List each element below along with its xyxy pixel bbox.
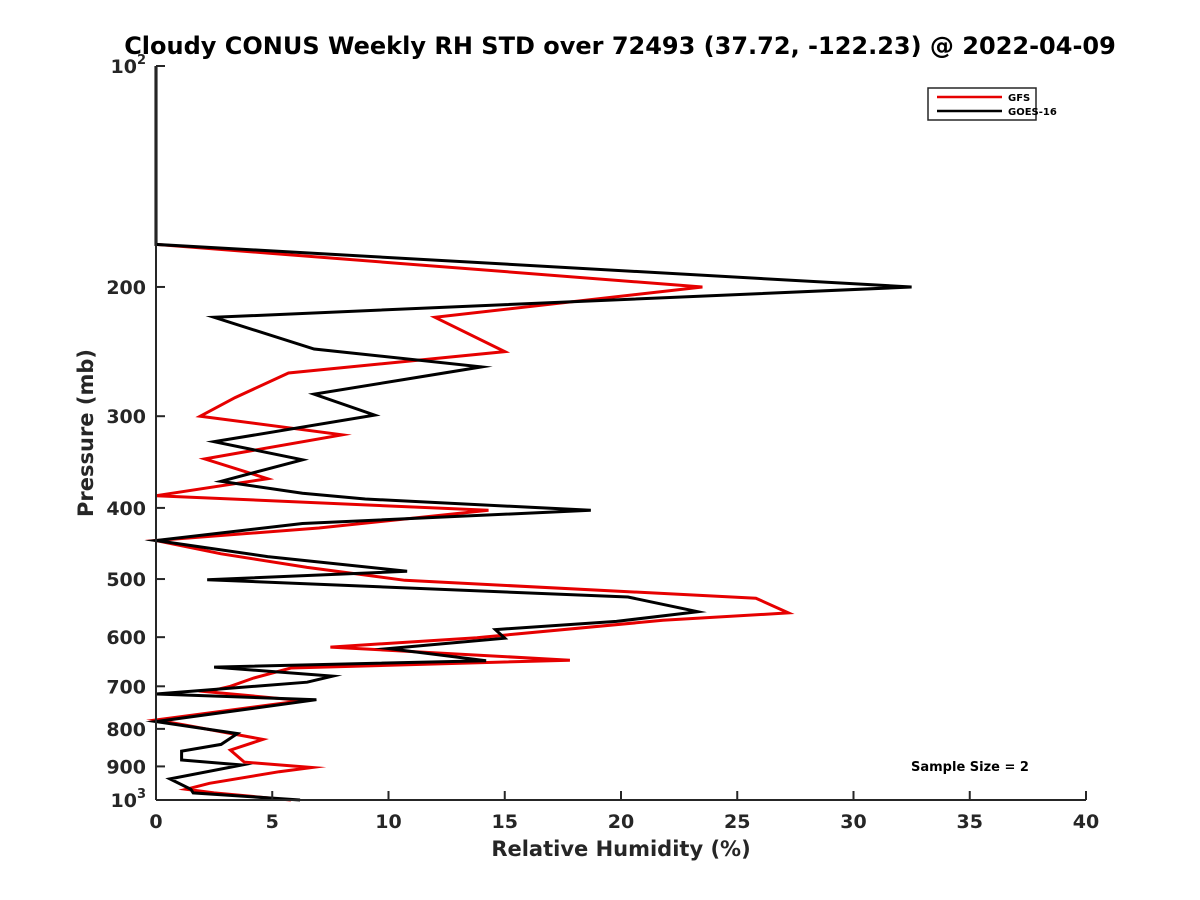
legend-label-gfs: GFS [1008, 93, 1030, 104]
x-axis-ticks: 0 5 10 15 20 25 30 35 40 [149, 791, 1099, 833]
x-axis-label: Relative Humidity (%) [491, 837, 750, 861]
series-line-gfs [145, 66, 795, 802]
series-layer [144, 66, 912, 802]
y-tick-label: 800 [106, 719, 146, 741]
y-tick-label: 600 [106, 627, 146, 649]
y-tick-label: 500 [106, 569, 146, 591]
plot-area: 0 5 10 15 20 25 30 35 40 102 200 300 400 500 600 700 80… [106, 53, 1099, 833]
y-tick-label: 400 [106, 498, 146, 520]
y-tick-label: 300 [106, 406, 146, 428]
x-tick-label: 30 [840, 811, 866, 833]
y-axis-label: Pressure (mb) [74, 349, 98, 517]
x-tick-label: 10 [375, 811, 401, 833]
y-tick-label: 102 [111, 53, 147, 78]
y-tick-label: 103 [111, 787, 147, 812]
y-tick-label: 200 [106, 277, 146, 299]
y-tick-label: 900 [106, 756, 146, 778]
x-tick-label: 40 [1073, 811, 1099, 833]
y-tick-label: 700 [106, 676, 146, 698]
x-tick-label: 15 [492, 811, 518, 833]
x-tick-label: 0 [149, 811, 162, 833]
x-tick-label: 25 [724, 811, 750, 833]
y-axis-ticks: 102 200 300 400 500 600 700 800 900 103 [106, 53, 165, 812]
chart-title: Cloudy CONUS Weekly RH STD over 72493 (3… [124, 32, 1116, 60]
series-line-goes16 [144, 66, 912, 802]
legend: GFS GOES-16 [927, 87, 1057, 121]
x-tick-label: 20 [608, 811, 634, 833]
x-tick-label: 35 [957, 811, 983, 833]
sample-size-annotation: Sample Size = 2 [911, 760, 1029, 775]
legend-label-goes16: GOES-16 [1008, 107, 1057, 118]
legend-box [927, 87, 1037, 121]
x-tick-label: 5 [266, 811, 279, 833]
